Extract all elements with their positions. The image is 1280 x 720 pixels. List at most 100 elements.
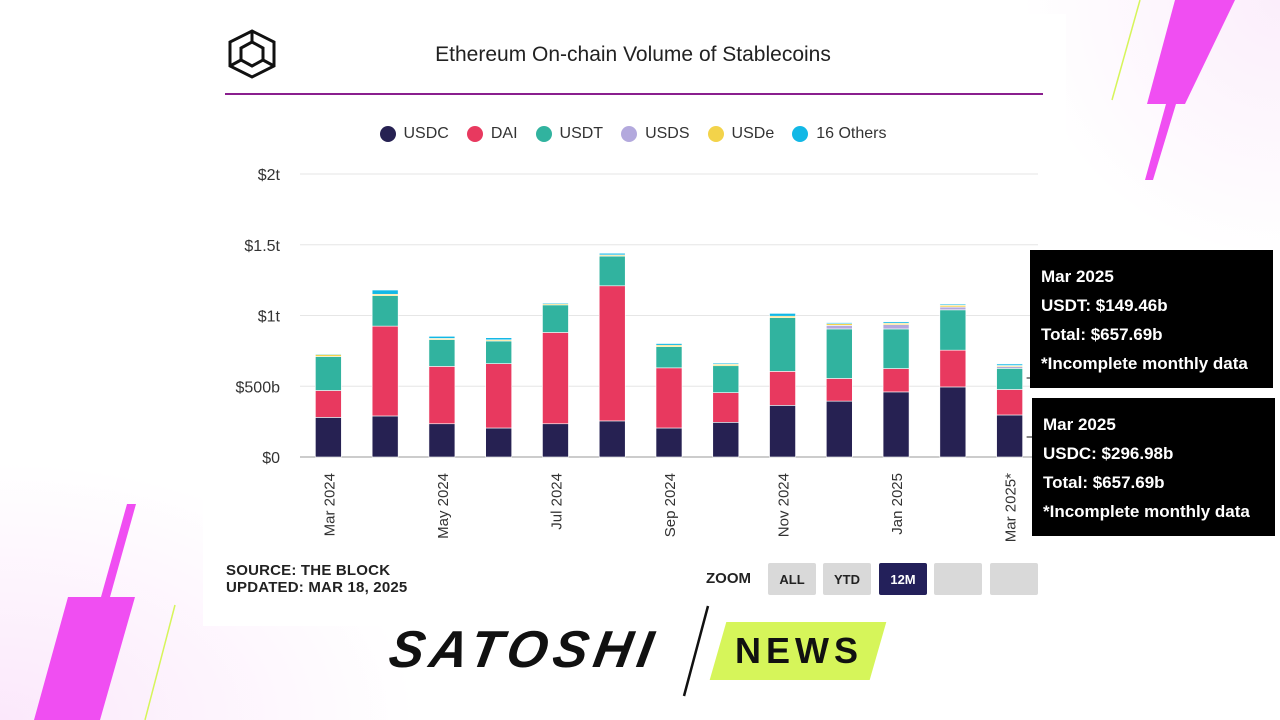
bar-segment-dai[interactable] — [485, 363, 512, 429]
legend-label: 16 Others — [816, 125, 887, 142]
y-tick-label: $1.5t — [244, 238, 280, 255]
bar-segment-16-others[interactable] — [996, 363, 1023, 366]
zoom-all-button[interactable]: ALL — [768, 563, 816, 595]
bar-segment-usdt[interactable] — [542, 304, 569, 333]
legend-label: USDT — [559, 125, 604, 142]
legend-dot-icon — [535, 126, 552, 142]
tooltip-total: Total: $657.69b — [1041, 325, 1163, 344]
bar-segment-usdt[interactable] — [428, 339, 456, 367]
title-divider — [225, 93, 1043, 95]
bar-segment-usdt[interactable] — [939, 309, 967, 351]
bar-segment-usdc[interactable] — [655, 427, 683, 458]
bar-segment-usdt[interactable] — [655, 346, 683, 369]
x-tick-label: May 2024 — [435, 473, 452, 539]
bar-segment-usds[interactable] — [882, 324, 910, 330]
bar-segment-usds[interactable] — [939, 306, 967, 311]
zoom-button-blank-1[interactable] — [934, 563, 982, 595]
y-tick-label: $2t — [258, 167, 281, 184]
bar-segment-16-others[interactable] — [712, 362, 740, 365]
bar-segment-16-others[interactable] — [371, 289, 399, 295]
bar-segment-dai[interactable] — [939, 349, 967, 388]
bar-segment-usdc[interactable] — [598, 420, 626, 458]
bar-segment-dai[interactable] — [371, 325, 399, 417]
zoom-button-blank-2[interactable] — [990, 563, 1038, 595]
bar-segment-usdc[interactable] — [769, 405, 796, 458]
tooltip-note: *Incomplete monthly data — [1043, 502, 1250, 521]
bar-segment-usdc[interactable] — [371, 415, 399, 458]
bar-segment-usdt[interactable] — [485, 340, 512, 364]
bar-segment-dai[interactable] — [882, 368, 910, 393]
bar-segment-usdc[interactable] — [485, 427, 512, 458]
x-tick-label: Mar 2025* — [1003, 473, 1020, 542]
bar-segment-usdt[interactable] — [826, 328, 853, 379]
bar-segment-usds[interactable] — [826, 325, 853, 330]
tooltip-month: Mar 2025 — [1041, 267, 1114, 286]
bar-segment-usdc[interactable] — [712, 422, 740, 458]
bar-segment-16-others[interactable] — [826, 322, 853, 325]
legend-dot-icon — [621, 126, 638, 142]
legend-item-usde[interactable]: USDe — [707, 125, 775, 143]
bar-segment-dai[interactable] — [712, 392, 740, 423]
bar-segment-usdt[interactable] — [315, 356, 342, 391]
bar-segment-16-others[interactable] — [598, 252, 626, 256]
tooltip-usdt: Mar 2025 USDT: $149.46b Total: $657.69b … — [1030, 250, 1273, 388]
the-block-cube-icon — [228, 29, 276, 79]
zoom-label: ZOOM — [706, 570, 751, 587]
legend-item-dai[interactable]: DAI — [466, 125, 518, 143]
bar-segment-usdc[interactable] — [315, 417, 342, 458]
tooltip-value: USDT: $149.46b — [1041, 296, 1168, 315]
bar-segment-usdt[interactable] — [371, 295, 399, 327]
bar-segment-usdt[interactable] — [712, 365, 740, 393]
bar-segment-dai[interactable] — [315, 390, 342, 418]
bar-segment-dai[interactable] — [598, 285, 626, 422]
tooltip-usdc: Mar 2025 USDC: $296.98b Total: $657.69b … — [1032, 398, 1275, 536]
bar-segment-16-others[interactable] — [542, 302, 569, 305]
bar-segment-usdc[interactable] — [542, 423, 569, 458]
brand-slash-icon — [682, 605, 710, 697]
legend-item-others[interactable]: 16 Others — [792, 125, 886, 143]
x-tick-label: Jul 2024 — [548, 473, 565, 530]
legend-label: USDe — [731, 125, 775, 142]
bar-segment-16-others[interactable] — [769, 313, 796, 317]
legend-dot-icon — [379, 126, 396, 142]
zoom-ytd-button[interactable]: YTD — [823, 563, 871, 595]
bar-segment-dai[interactable] — [769, 371, 796, 406]
bar-segment-usdt[interactable] — [996, 368, 1023, 390]
bar-segment-usdc[interactable] — [996, 414, 1023, 458]
bar-segment-16-others[interactable] — [655, 343, 683, 346]
bar-segment-usdt[interactable] — [598, 255, 626, 287]
zoom-12m-button[interactable]: 12M — [879, 563, 927, 595]
bar-segment-dai[interactable] — [542, 332, 569, 425]
bar-segment-usdt[interactable] — [882, 328, 910, 369]
brand-logo-satoshi: SATOSHI — [384, 621, 664, 679]
x-tick-label: Sep 2024 — [662, 473, 679, 537]
legend-item-usdc[interactable]: USDC — [379, 125, 449, 143]
bar-segment-usdc[interactable] — [826, 400, 853, 458]
stacked-bar-chart: $0 $500b $1t $1.5t $2t Mar 2024 May 2024 Jul 20… — [236, 167, 1038, 542]
bar-segment-16-others[interactable] — [939, 303, 967, 306]
bar-segment-usdc[interactable] — [428, 423, 456, 458]
bar-segment-16-others[interactable] — [485, 337, 512, 341]
bar-segment-16-others[interactable] — [428, 336, 456, 339]
bar-segment-dai[interactable] — [996, 389, 1023, 416]
source-label: SOURCE: THE BLOCK — [226, 562, 391, 579]
bar-segment-dai[interactable] — [655, 367, 683, 429]
bar-segment-dai[interactable] — [826, 378, 853, 402]
bar-segment-16-others[interactable] — [882, 321, 910, 324]
bar-segment-usdc[interactable] — [882, 391, 910, 458]
legend-dot-icon — [707, 126, 724, 142]
bar-segment-dai[interactable] — [428, 366, 456, 425]
updated-label: UPDATED: MAR 18, 2025 — [226, 579, 408, 596]
x-tick-label: Mar 2024 — [321, 473, 338, 536]
legend-item-usdt[interactable]: USDT — [535, 125, 604, 143]
bar-segment-16-others[interactable] — [315, 353, 342, 355]
legend-label: USDC — [403, 125, 449, 142]
bar-segment-usdt[interactable] — [769, 317, 796, 372]
legend-item-usds[interactable]: USDS — [621, 125, 690, 143]
brand-logo-news: NEWS — [735, 630, 863, 671]
y-tick-label: $0 — [262, 450, 280, 467]
bar-segment-usdc[interactable] — [939, 386, 967, 458]
chart-card — [203, 14, 1066, 626]
y-tick-label: $1t — [258, 309, 281, 326]
tooltip-note: *Incomplete monthly data — [1041, 354, 1248, 373]
